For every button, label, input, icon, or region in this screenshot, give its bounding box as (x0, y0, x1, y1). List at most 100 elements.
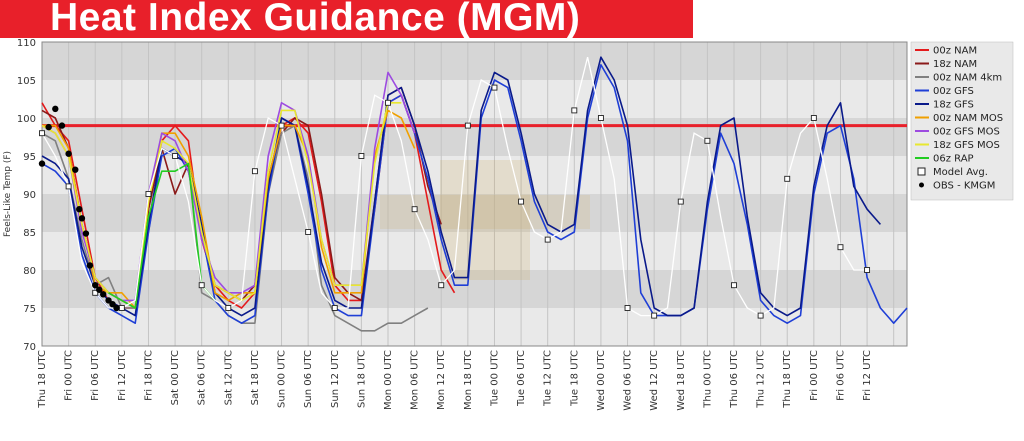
x-tick-label: Fri 18 UTC (143, 350, 154, 401)
x-tick-label: Wed 18 UTC (676, 350, 687, 411)
obs-point (65, 150, 72, 157)
y-tick-label: 110 (17, 38, 36, 49)
legend-swatch (917, 167, 926, 176)
x-tick-label: Mon 18 UTC (463, 350, 474, 410)
series-line-00z-nam-mos (42, 109, 416, 309)
obs-point (109, 301, 116, 308)
x-tick-label: Thu 00 UTC (702, 350, 713, 409)
model-avg-point (172, 153, 179, 159)
model-avg-point (92, 289, 99, 296)
series-line-model-avg (41, 57, 868, 317)
model-avg-point (438, 282, 445, 289)
plot-band (42, 42, 907, 80)
x-tick-label: Sat 00 UTC (170, 350, 181, 405)
model-avg-point (411, 206, 418, 213)
model-avg-point (624, 305, 631, 311)
obs-point (92, 282, 99, 289)
model-avg-point (145, 191, 152, 197)
obs-point (58, 122, 66, 129)
obs-point (105, 297, 112, 304)
legend-label: 18z GFS (933, 100, 974, 111)
model-avg-point (225, 305, 232, 311)
model-avg-point (518, 198, 525, 205)
x-tick-label: Thu 06 UTC (729, 350, 740, 409)
x-tick-label: Wed 00 UTC (596, 350, 607, 411)
y-tick-label: 105 (17, 76, 36, 87)
x-tick-label: Wed 12 UTC (649, 350, 660, 411)
model-avg-point (251, 168, 258, 175)
y-tick-label: 90 (23, 190, 36, 201)
legend-swatch (919, 182, 924, 188)
x-tick-label: Fri 12 UTC (117, 350, 128, 401)
x-tick-label: Thu 18 UTC (782, 350, 793, 409)
model-avg-point (810, 115, 817, 121)
y-tick-label: 95 (23, 152, 36, 163)
series-group (41, 56, 908, 332)
x-tick-label: Sun 00 UTC (277, 350, 288, 408)
legend-label: OBS - KMGM (933, 181, 995, 192)
plot-band (42, 270, 907, 308)
obs-point (86, 262, 94, 269)
model-avg-point (757, 312, 764, 319)
plot-band (42, 308, 907, 346)
model-avg-point (278, 122, 285, 129)
model-avg-point (544, 236, 551, 243)
model-avg-point (864, 267, 871, 273)
x-tick-label: Thu 12 UTC (756, 350, 767, 409)
y-tick-label: 70 (23, 342, 36, 353)
x-tick-label: Fri 06 UTC (835, 350, 846, 401)
obs-point (78, 215, 86, 222)
x-tick-label: Sun 12 UTC (330, 350, 341, 408)
obs-point (76, 206, 83, 213)
axes-group: 70 75 80 85 90 95 100 105 110 Thu 18 UTC Fri 00 UT… (3, 38, 873, 411)
obs-point (113, 304, 120, 312)
model-avg-point (571, 107, 578, 114)
model-avg-point (491, 84, 498, 91)
legend-label: 18z NAM (933, 59, 977, 70)
marker-group (38, 84, 871, 319)
y-axis-label: Feels-Like Temp (F) (3, 151, 13, 237)
series-line-18z-gfs-mos (41, 102, 402, 309)
x-tick-label: Mon 00 UTC (383, 350, 394, 410)
legend-label: 18z GFS MOS (933, 140, 1000, 151)
y-tick-label: 75 (23, 304, 36, 315)
y-tick-label: 100 (17, 114, 36, 125)
x-tick-label: Wed 06 UTC (623, 350, 634, 411)
x-tick-label: Fri 00 UTC (64, 350, 75, 401)
model-avg-point (597, 115, 604, 121)
legend-label: 00z NAM (933, 46, 977, 57)
x-tick-label: Tue 00 UTC (489, 350, 500, 407)
x-tick-label: Tue 18 UTC (569, 350, 580, 407)
obs-point (96, 286, 103, 293)
x-tick-label: Fri 12 UTC (862, 350, 873, 401)
legend-label: 06z RAP (933, 154, 974, 165)
obs-point (100, 291, 107, 298)
model-avg-point (837, 244, 844, 251)
plot-background (41, 41, 908, 347)
model-avg-point (198, 282, 205, 289)
obs-point (82, 230, 90, 237)
plot-frame (41, 41, 908, 347)
x-tick-label: Mon 12 UTC (436, 350, 447, 410)
legend-box (910, 41, 1014, 201)
legend-label: 00z GFS (933, 86, 974, 97)
plot-band (42, 232, 907, 270)
x-tick-label: Tue 12 UTC (543, 350, 554, 407)
model-avg-point (784, 175, 791, 182)
x-tick-label: Sat 06 UTC (197, 350, 208, 405)
x-tick-label: Fri 00 UTC (809, 350, 820, 401)
model-avg-point (65, 183, 72, 190)
x-tick-label: Sun 06 UTC (303, 350, 314, 408)
x-tick-label: Sat 18 UTC (250, 350, 261, 405)
x-tick-label: Sun 18 UTC (356, 350, 367, 408)
legend-label: Model Avg. (933, 167, 988, 178)
legend-label: 00z NAM 4km (933, 73, 1002, 84)
series-line-06z-rap (108, 162, 216, 309)
model-avg-point (118, 305, 125, 311)
x-tick-label: Mon 06 UTC (410, 350, 421, 410)
model-avg-point (39, 130, 45, 137)
series-line-18z-gfs (41, 56, 882, 317)
legend-label: 00z NAM MOS (933, 113, 1003, 124)
obs-point (38, 160, 46, 167)
